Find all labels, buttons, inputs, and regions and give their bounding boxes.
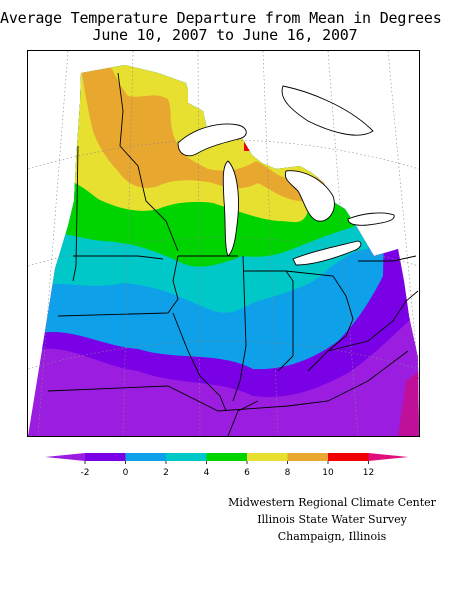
illinois-indiana-border <box>232 255 247 402</box>
lake-superior <box>177 123 247 157</box>
legend-bin <box>328 453 369 461</box>
missouri-arkansas-border <box>47 385 219 412</box>
map-date-range: June 10, 2007 to June 16, 2007 <box>92 26 358 44</box>
minnesota-west-border <box>72 145 79 282</box>
minnesota-iowa-border <box>73 255 164 260</box>
legend-bins <box>45 453 409 461</box>
zone-10-to-12 <box>244 137 258 151</box>
legend-bin <box>287 453 328 461</box>
legend-bin <box>45 453 85 461</box>
lake-huron <box>284 170 335 222</box>
legend-tick-label: 0 <box>123 468 129 478</box>
credit-organization: Midwestern Regional Climate Center <box>228 496 436 509</box>
legend-bin <box>247 453 288 461</box>
legend-bin <box>206 453 247 461</box>
legend-tick-label: 2 <box>163 468 169 478</box>
legend-tick-label: 12 <box>363 468 374 478</box>
lake-ontario <box>347 212 395 226</box>
legend-tick-label: -2 <box>81 468 90 478</box>
virginia-border <box>327 290 419 352</box>
credit-survey: Illinois State Water Survey <box>257 513 407 526</box>
graticule <box>28 51 419 436</box>
zone-8-to-10 <box>78 65 326 202</box>
iowa-missouri-border <box>57 255 179 317</box>
pennsylvania-border <box>358 255 417 262</box>
minnesota-wisconsin-border <box>117 72 179 252</box>
kentucky-tennessee-border <box>217 350 409 412</box>
canada-river <box>281 85 374 136</box>
legend-bin <box>125 453 166 461</box>
lake-erie <box>292 240 362 266</box>
map-frame <box>27 50 420 437</box>
legend-tick-label: 6 <box>244 468 250 478</box>
legend-tick-label: 8 <box>285 468 291 478</box>
legend-tick-label: 4 <box>204 468 210 478</box>
color-legend: -2 0 2 4 6 8 10 12 <box>45 453 409 478</box>
zone-above-12 <box>398 371 419 436</box>
map-title: Average Temperature Departure from Mean … <box>0 9 450 27</box>
legend-bin <box>85 453 126 461</box>
southern-river <box>227 400 259 436</box>
legend-bin <box>166 453 207 461</box>
great-lakes <box>177 85 395 266</box>
illinois-missouri-border <box>172 312 227 412</box>
indiana-ohio-border <box>243 270 294 372</box>
legend-ticks: -2 0 2 4 6 8 10 12 <box>81 461 374 478</box>
lake-michigan <box>222 160 239 257</box>
credit-location: Champaign, Illinois <box>277 530 387 543</box>
temperature-departure-map <box>28 51 419 436</box>
state-boundaries <box>47 72 419 436</box>
legend-bin <box>368 453 409 461</box>
legend-tick-label: 10 <box>322 468 334 478</box>
